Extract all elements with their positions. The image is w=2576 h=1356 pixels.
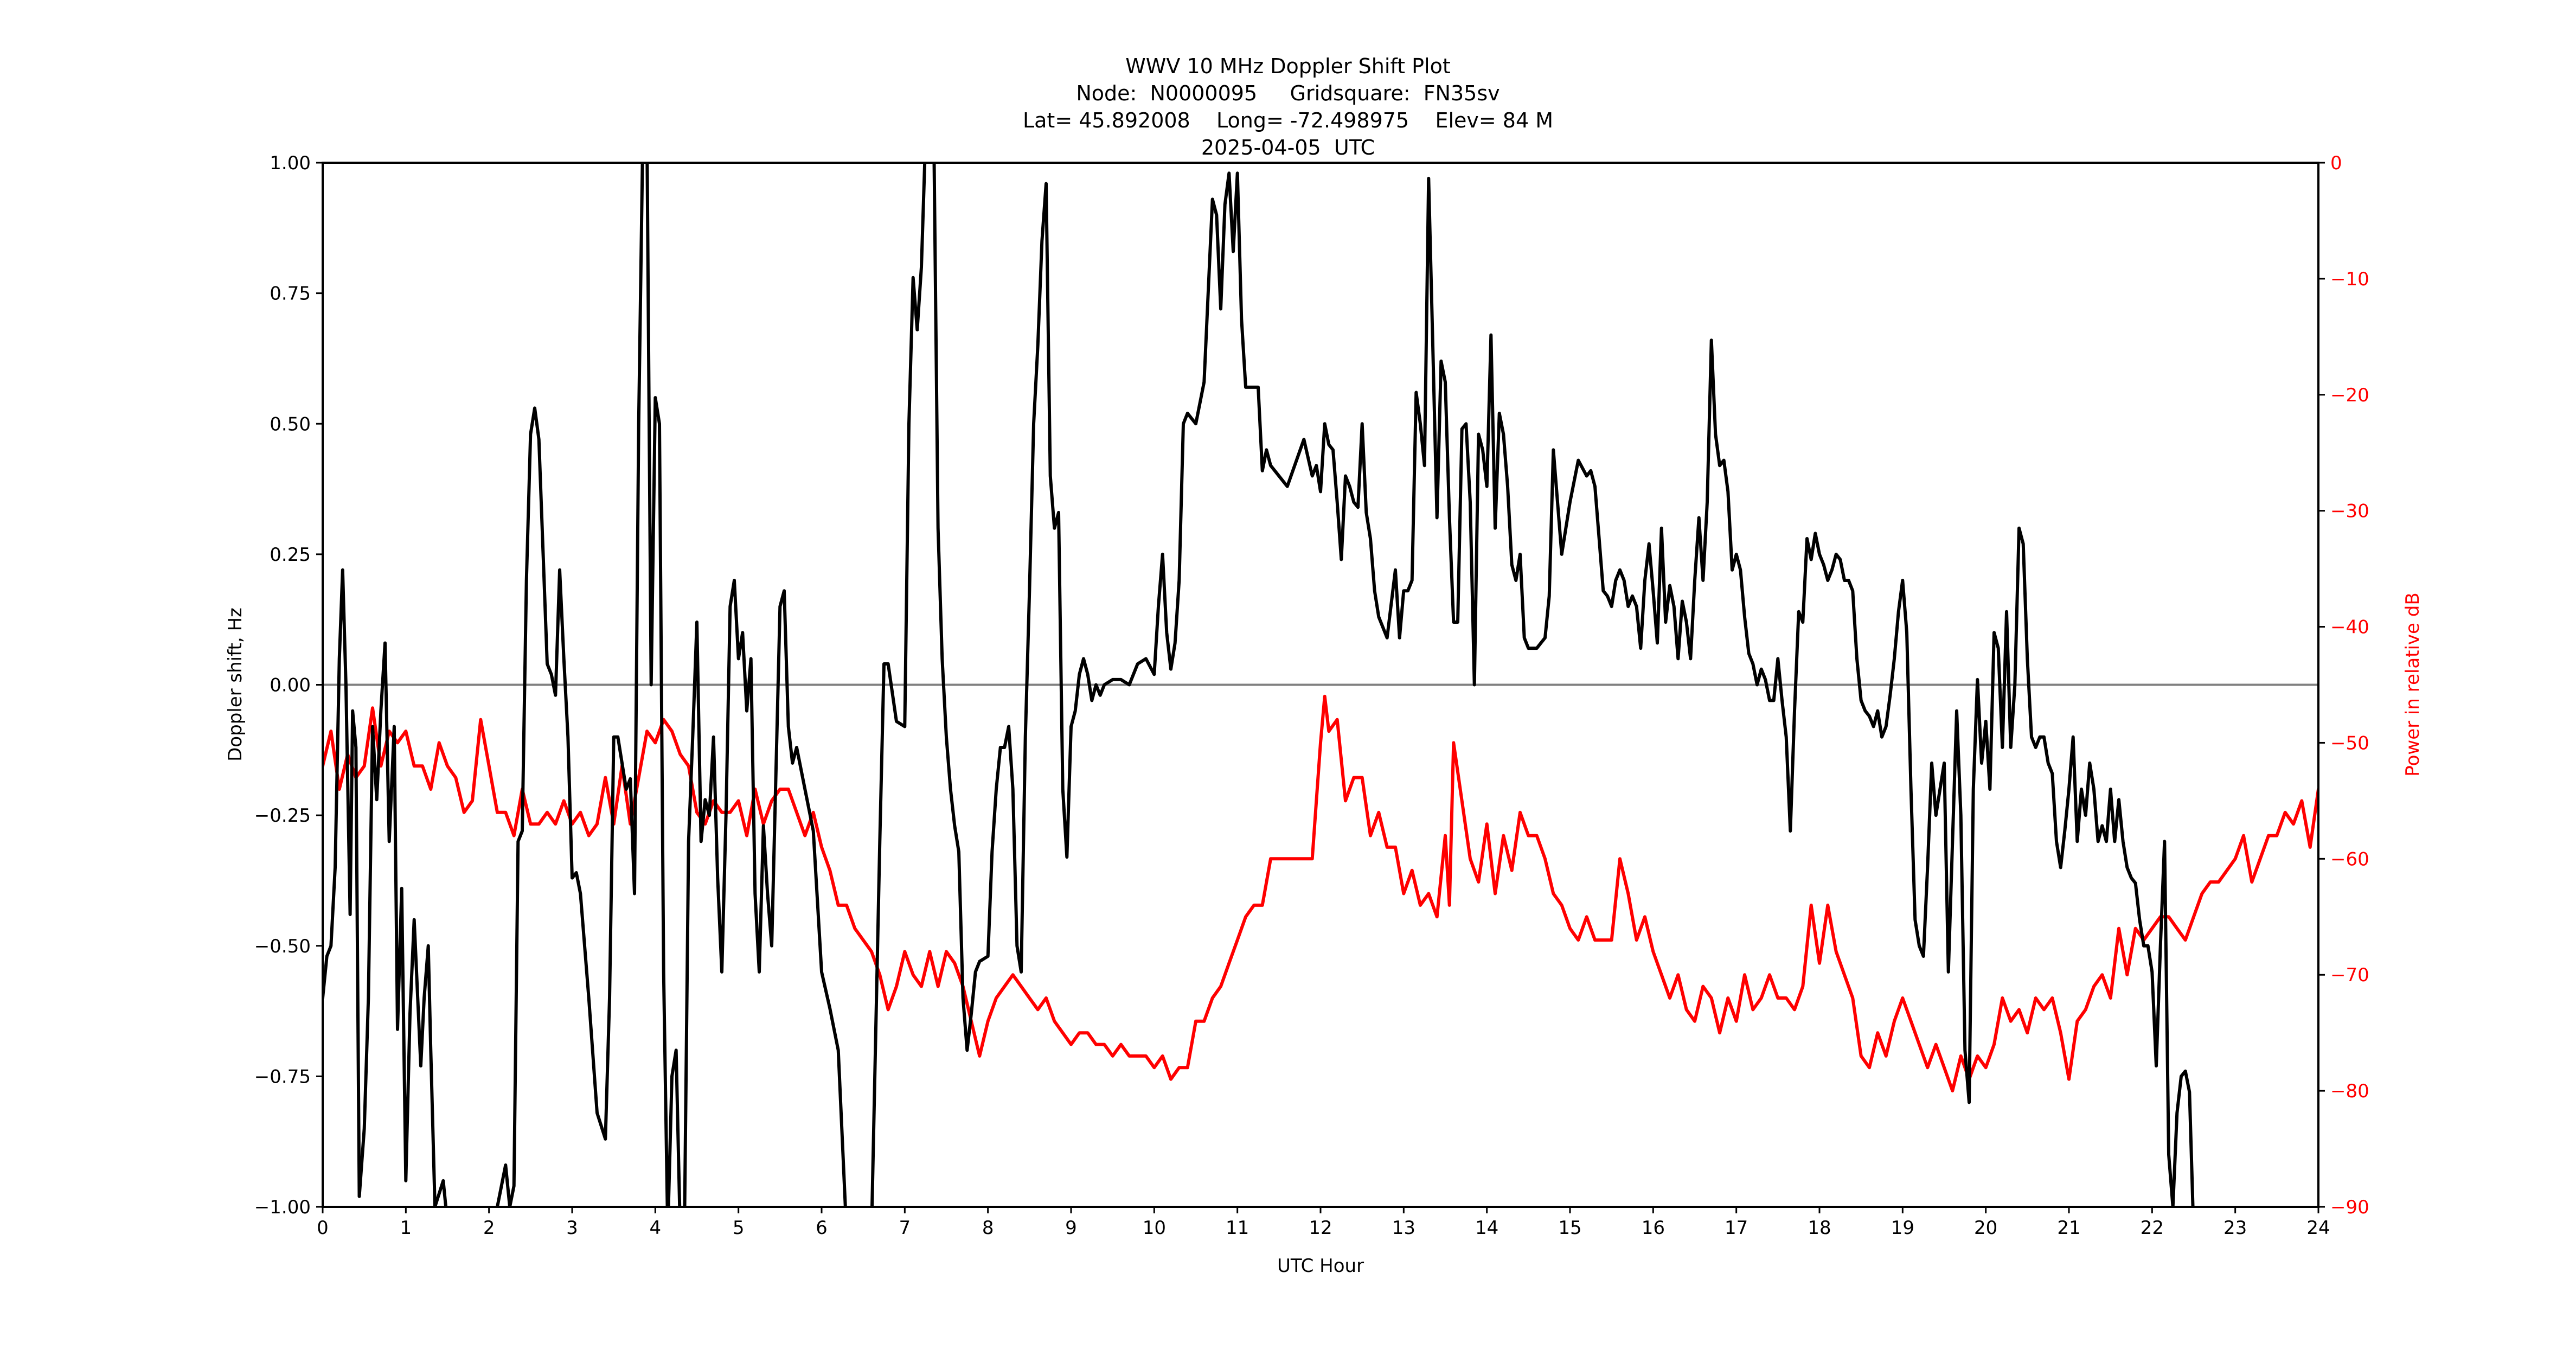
right-y-tick-label: −30 xyxy=(2330,501,2369,522)
left-y-axis-ticks: −1.00 −0.75 −0.50 −0.25 0.00 0.25 0.50 0.75 1.00 xyxy=(254,152,323,1218)
series-layer xyxy=(323,163,2318,1207)
right-y-tick-label: −90 xyxy=(2330,1197,2369,1218)
title-line-location: Lat= 45.892008 Long= -72.498975 Elev= 84… xyxy=(1022,108,1554,132)
x-tick-label: 8 xyxy=(982,1217,994,1239)
left-y-axis-label: Doppler shift, Hz xyxy=(225,607,246,762)
x-tick-label: 10 xyxy=(1143,1217,1166,1239)
x-tick-label: 21 xyxy=(2057,1217,2080,1239)
x-tick-label: 1 xyxy=(400,1217,412,1239)
right-y-tick-label: 0 xyxy=(2330,152,2342,174)
x-tick-label: 0 xyxy=(317,1217,329,1239)
x-tick-label: 7 xyxy=(899,1217,911,1239)
right-y-tick-label: −70 xyxy=(2330,964,2369,986)
x-axis-ticks: 0 1 2 3 4 5 6 7 8 9 10 11 12 13 14 15 16 17 18 19 20 21 22 23 24 xyxy=(317,1207,2330,1239)
title-line-node: Node: N0000095 Gridsquare: FN35sv xyxy=(1076,81,1500,105)
x-tick-label: 11 xyxy=(1226,1217,1249,1239)
x-tick-label: 5 xyxy=(733,1217,745,1239)
x-tick-label: 22 xyxy=(2141,1217,2164,1239)
title-line-date: 2025-04-05 UTC xyxy=(1201,136,1375,159)
left-y-tick-label: 0.50 xyxy=(270,413,311,435)
x-tick-label: 9 xyxy=(1065,1217,1077,1239)
left-y-tick-label: 0.00 xyxy=(270,675,311,696)
x-tick-label: 12 xyxy=(1309,1217,1332,1239)
x-axis-label: UTC Hour xyxy=(1277,1255,1364,1277)
left-y-tick-label: −0.75 xyxy=(254,1066,311,1088)
left-y-tick-label: −0.50 xyxy=(254,936,311,957)
right-y-tick-label: −80 xyxy=(2330,1080,2369,1102)
x-tick-label: 24 xyxy=(2306,1217,2330,1239)
left-y-tick-label: 0.75 xyxy=(270,283,311,305)
x-tick-label: 18 xyxy=(1808,1217,1831,1239)
right-y-tick-label: −40 xyxy=(2330,617,2369,638)
right-y-tick-label: −20 xyxy=(2330,385,2369,406)
x-tick-label: 17 xyxy=(1725,1217,1748,1239)
power-series-line xyxy=(323,694,2318,1093)
right-y-tick-label: −10 xyxy=(2330,268,2369,290)
left-y-tick-label: 0.25 xyxy=(270,544,311,566)
x-tick-label: 2 xyxy=(483,1217,495,1239)
x-tick-label: 3 xyxy=(566,1217,578,1239)
x-tick-label: 19 xyxy=(1891,1217,1914,1239)
x-tick-label: 23 xyxy=(2223,1217,2247,1239)
right-y-tick-label: −60 xyxy=(2330,848,2369,870)
left-y-tick-label: −1.00 xyxy=(254,1197,311,1218)
right-y-axis-label: Power in relative dB xyxy=(2402,592,2424,776)
title-line-1: WWV 10 MHz Doppler Shift Plot xyxy=(1125,54,1451,78)
x-tick-label: 20 xyxy=(1974,1217,1997,1239)
x-tick-label: 4 xyxy=(650,1217,662,1239)
x-tick-label: 15 xyxy=(1558,1217,1581,1239)
x-tick-label: 6 xyxy=(816,1217,828,1239)
right-y-axis-ticks: −90 −80 −70 −60 −50 −40 −30 −20 −10 0 xyxy=(2318,152,2369,1218)
x-tick-label: 13 xyxy=(1392,1217,1415,1239)
right-y-tick-label: −50 xyxy=(2330,732,2369,754)
doppler-series-line xyxy=(323,163,2195,1207)
x-tick-label: 16 xyxy=(1642,1217,1665,1239)
x-tick-label: 14 xyxy=(1475,1217,1498,1239)
left-y-tick-label: −0.25 xyxy=(254,805,311,827)
left-y-tick-label: 1.00 xyxy=(270,152,311,174)
